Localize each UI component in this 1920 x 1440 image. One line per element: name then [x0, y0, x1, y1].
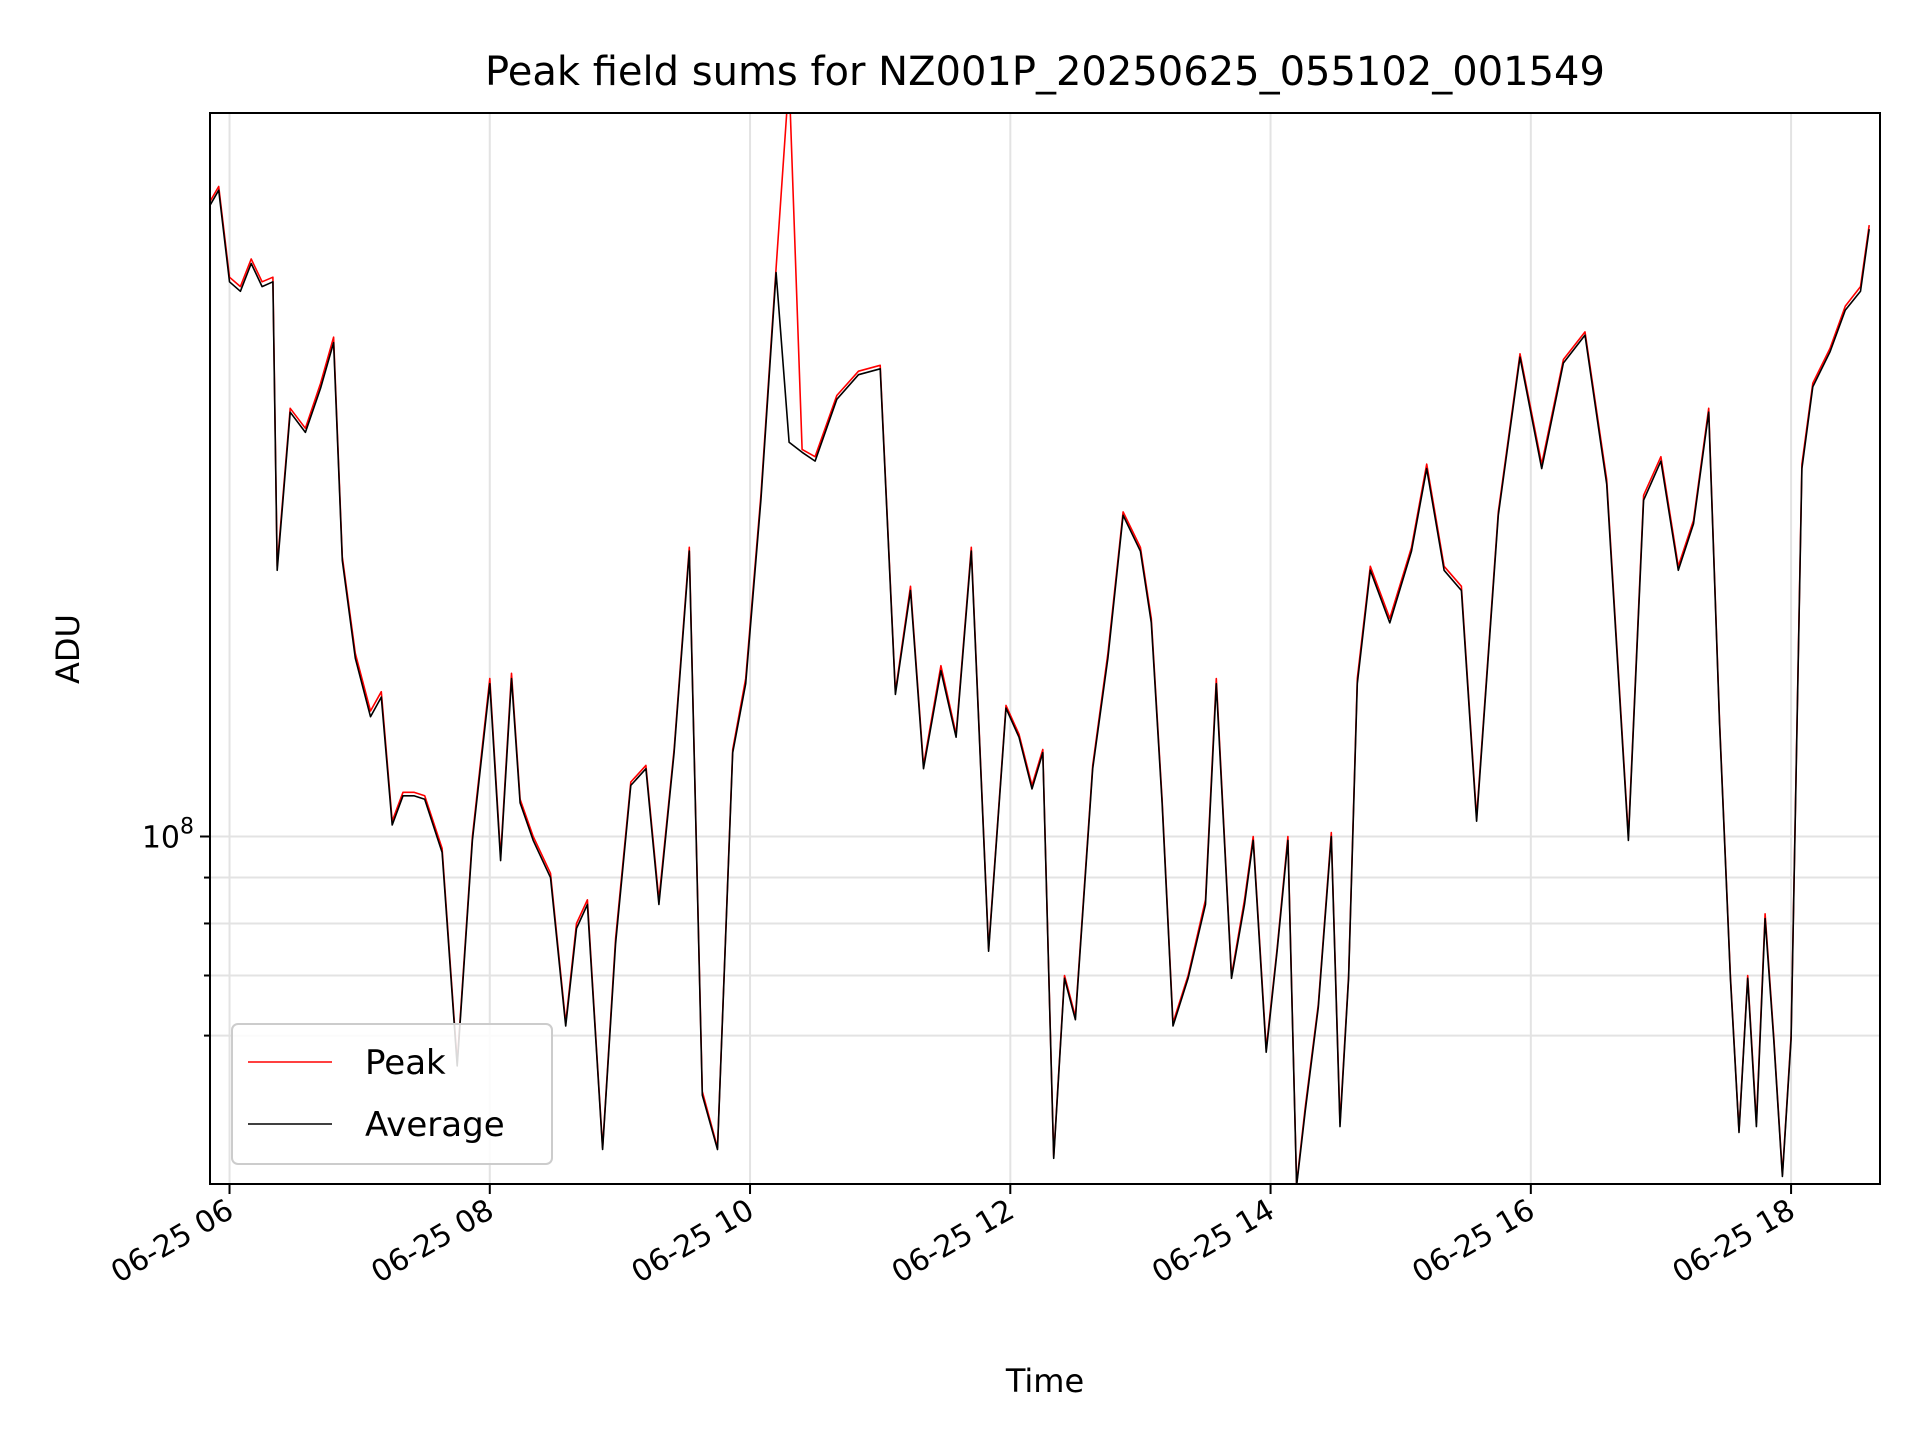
legend-box [231, 1023, 553, 1165]
legend: Peak Average [231, 1023, 553, 1165]
plot-frame [209, 112, 1881, 1185]
x-axis-label: Time [1005, 1362, 1084, 1400]
chart-title: Peak field sums for NZ001P_20250625_0551… [485, 49, 1605, 95]
legend-label-peak: Peak [365, 1043, 446, 1083]
y-tick-label: 108 [142, 814, 194, 855]
legend-label-average: Average [365, 1105, 505, 1145]
y-axis-label: ADU [49, 614, 87, 684]
series-line-average [210, 189, 1870, 1184]
plot-area [210, 113, 1870, 1184]
